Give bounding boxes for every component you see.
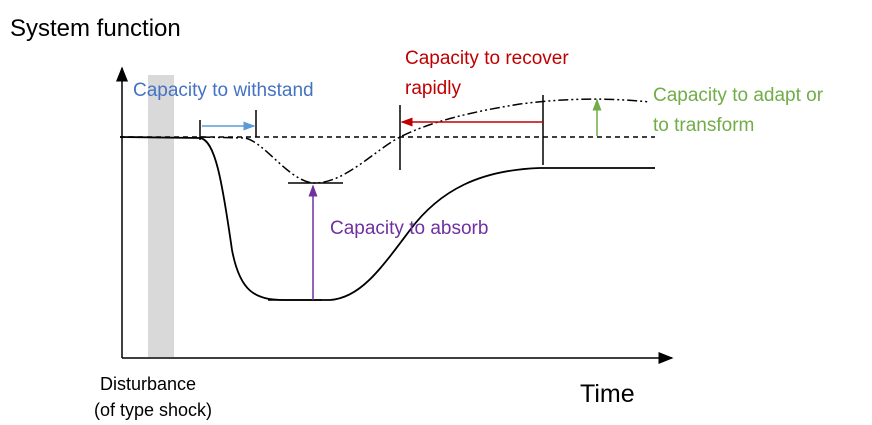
recover-label: rapidly xyxy=(405,78,461,99)
adapt-label: Capacity to adapt or xyxy=(653,85,824,106)
x-axis-label: Time xyxy=(580,380,635,408)
withstand-label: Capacity to withstand xyxy=(133,80,314,101)
adapted-curve xyxy=(199,98,651,184)
disturbance-band xyxy=(148,75,174,357)
adapt-label: to transform xyxy=(653,115,754,136)
recover-label: Capacity to recover xyxy=(405,48,569,69)
disturbance-label: (of type shock) xyxy=(94,400,212,420)
absorb-label: Capacity to absorb xyxy=(330,218,488,239)
disturbance-label: Disturbance xyxy=(100,374,196,394)
y-axis-label: System function xyxy=(10,15,181,42)
system-curve xyxy=(119,136,655,301)
